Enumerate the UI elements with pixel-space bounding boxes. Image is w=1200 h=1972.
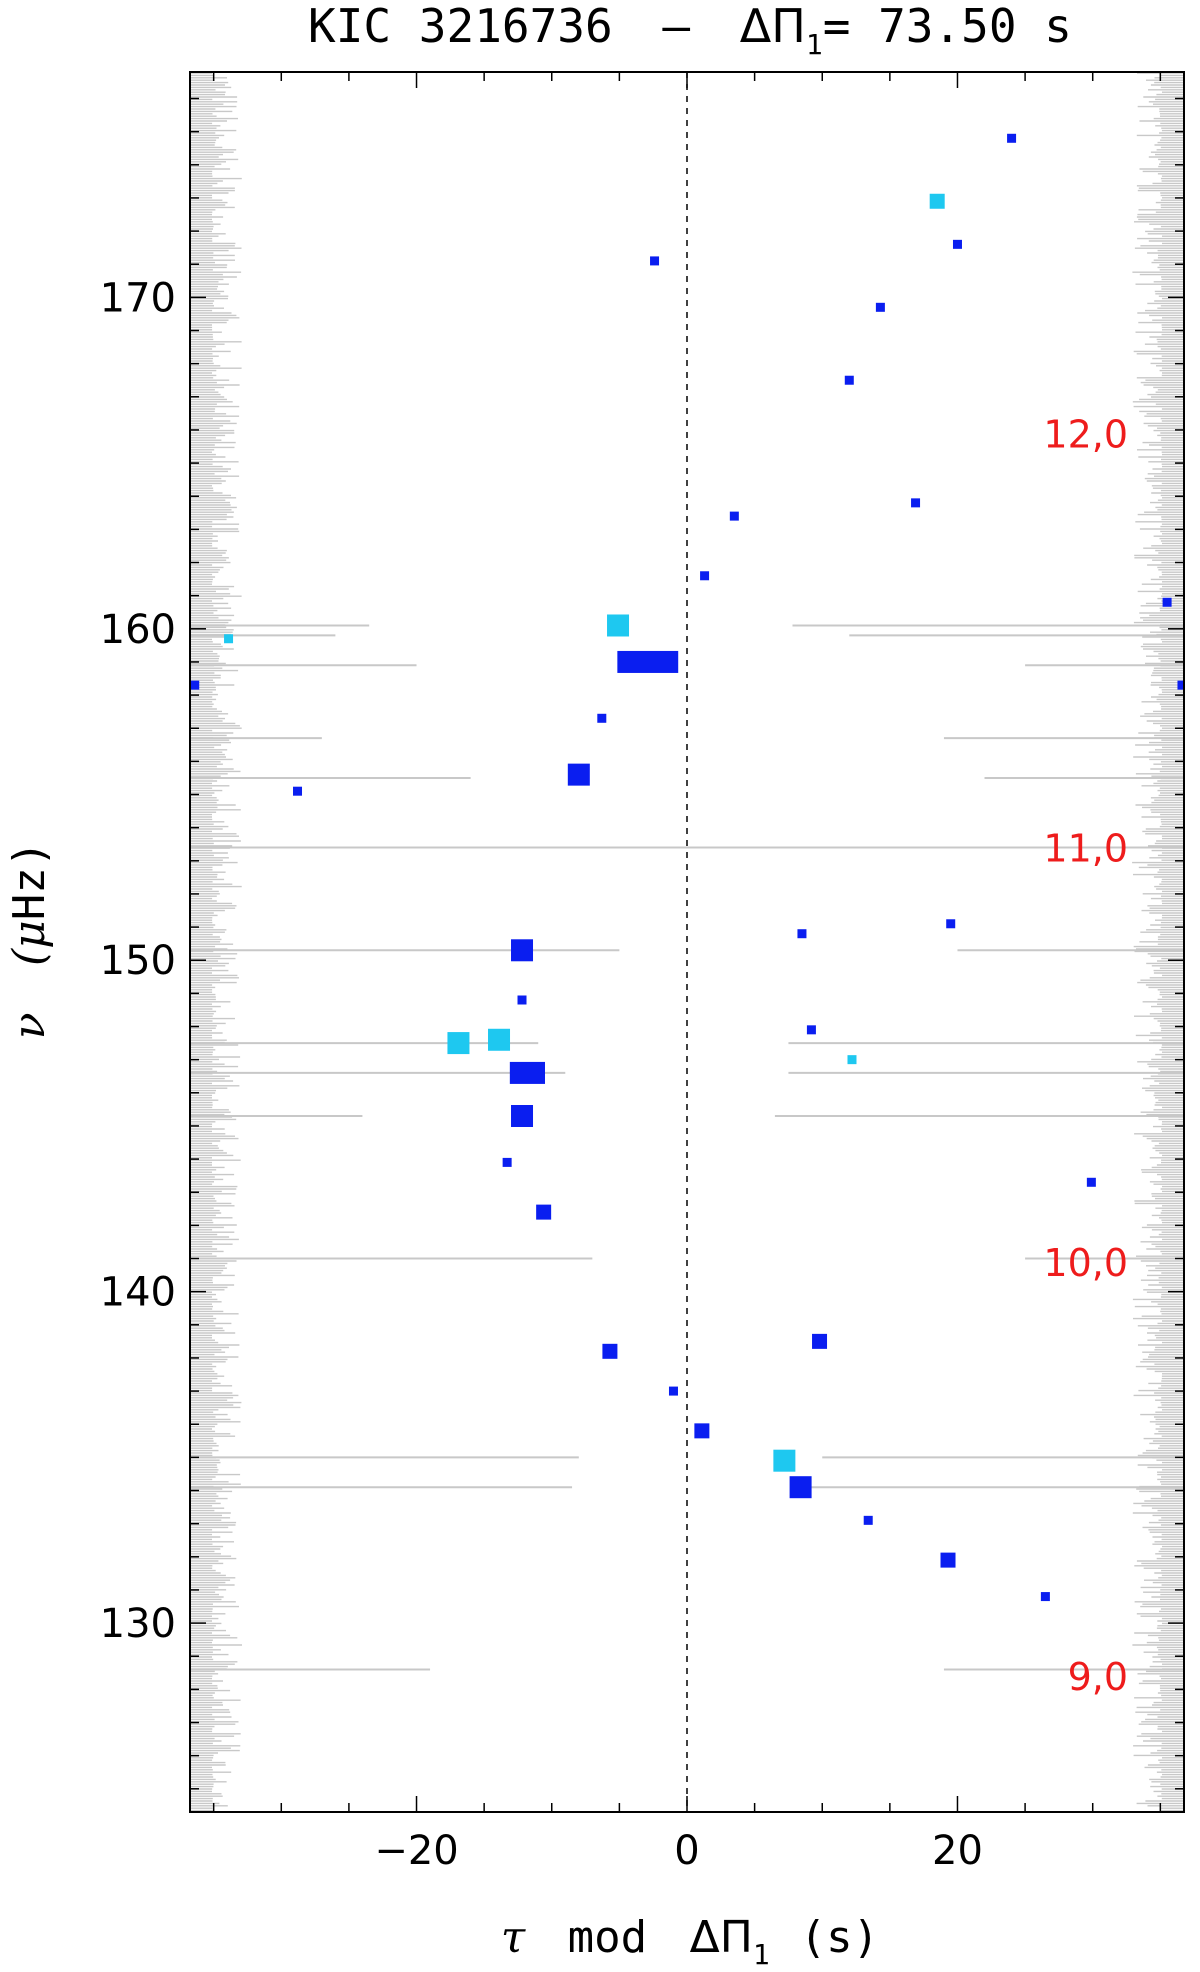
data-point-dark (789, 1476, 812, 1499)
data-point-dark (293, 786, 303, 796)
title-dash: – (662, 0, 690, 53)
data-point-dark (812, 1333, 828, 1349)
xlabel-mod: mod (568, 1912, 647, 1963)
xlabel-delta-pi: ΔΠ (690, 1912, 753, 1963)
ylabel-nu: ν (4, 1013, 55, 1040)
axis-ticks (190, 72, 1184, 1812)
data-point-light (773, 1449, 796, 1472)
ylabel-unit: Hz (4, 867, 55, 920)
data-point-dark (602, 1343, 618, 1359)
data-point-dark (502, 1157, 512, 1167)
title-value: = 73.50 s (823, 0, 1072, 53)
ylabel-mu-symbol: μ (4, 920, 55, 949)
data-point-dark (597, 713, 607, 723)
x-tick-label: 20 (932, 1828, 983, 1874)
data-point-dark (509, 1061, 545, 1084)
data-point-light (488, 1028, 511, 1051)
data-point-dark (190, 680, 200, 690)
spectrum-left-strip (190, 72, 242, 1812)
order-label: 9,0 (1068, 1655, 1128, 1699)
y-tick-label: 140 (100, 1270, 176, 1316)
data-point-dark (729, 511, 739, 521)
data-point-dark (940, 1552, 956, 1568)
ylabel-mu: ( (4, 948, 55, 966)
data-point-light (607, 614, 630, 637)
data-point-dark (952, 239, 962, 249)
data-point-dark (511, 1105, 534, 1127)
x-axis-label: τ mod ΔΠ1 (s) (501, 1912, 879, 1971)
xlabel-tau: τ (501, 1912, 526, 1963)
title-star: KIC 3216736 (308, 0, 613, 53)
data-point-light (447, 1032, 470, 1055)
title-delta-pi: ΔΠ (740, 0, 806, 53)
y-tick-label: 170 (100, 275, 176, 321)
data-point-dark (1086, 1177, 1096, 1187)
order-label: 10,0 (1043, 1241, 1128, 1285)
data-point-dark (617, 650, 679, 673)
tick-labels: −20 0 20 130 140 150 160 170 (100, 275, 983, 1874)
data-point-dark (863, 1515, 873, 1525)
order-annotations: 12,0 11,0 10,0 9,0 (1043, 412, 1128, 1699)
spectrum-left-noise (190, 72, 242, 1812)
y-tick-label: 130 (100, 1601, 176, 1647)
data-point-dark (536, 1204, 552, 1220)
data-point-dark (567, 763, 590, 786)
ylabel-close-paren: ) (4, 841, 55, 868)
xlabel-unit: (s) (800, 1912, 879, 1963)
data-point-dark (797, 929, 807, 939)
data-point-dark (1007, 133, 1017, 143)
order-label: 12,0 (1043, 412, 1128, 456)
data-point-dark (875, 302, 885, 312)
y-tick-label: 160 (100, 607, 176, 653)
data-point-dark (700, 571, 710, 581)
data-point-light (929, 193, 945, 209)
y-tick-label: 150 (100, 938, 176, 984)
xlabel-subscript: 1 (753, 1938, 770, 1971)
spectrum-right-noise (1132, 72, 1184, 1812)
order-label: 11,0 (1043, 827, 1128, 871)
data-point-dark (1177, 680, 1184, 690)
chart-title: KIC 3216736 – ΔΠ1= 73.50 s (308, 0, 1072, 61)
x-tick-label: 0 (674, 1828, 699, 1874)
data-point-dark (668, 1386, 678, 1396)
data-points (190, 133, 1184, 1602)
data-point-dark (1162, 597, 1172, 607)
data-point-dark (806, 1025, 816, 1035)
spectrum-right-strip (1132, 72, 1184, 1812)
data-point-dark (650, 256, 660, 266)
data-point-dark (1040, 1592, 1050, 1602)
data-point-dark (946, 919, 956, 929)
y-axis-label: ν (μHz) (4, 841, 55, 1040)
data-point-light (224, 634, 234, 644)
data-point-dark (517, 995, 527, 1005)
x-tick-label: −20 (374, 1828, 458, 1874)
data-point-dark (844, 375, 854, 385)
data-point-dark (511, 939, 534, 962)
title-subscript: 1 (806, 28, 823, 61)
data-point-dark (911, 498, 921, 508)
spectrum-long-lines (190, 624, 1184, 1671)
data-point-dark (694, 1423, 710, 1439)
data-point-light (847, 1055, 857, 1065)
